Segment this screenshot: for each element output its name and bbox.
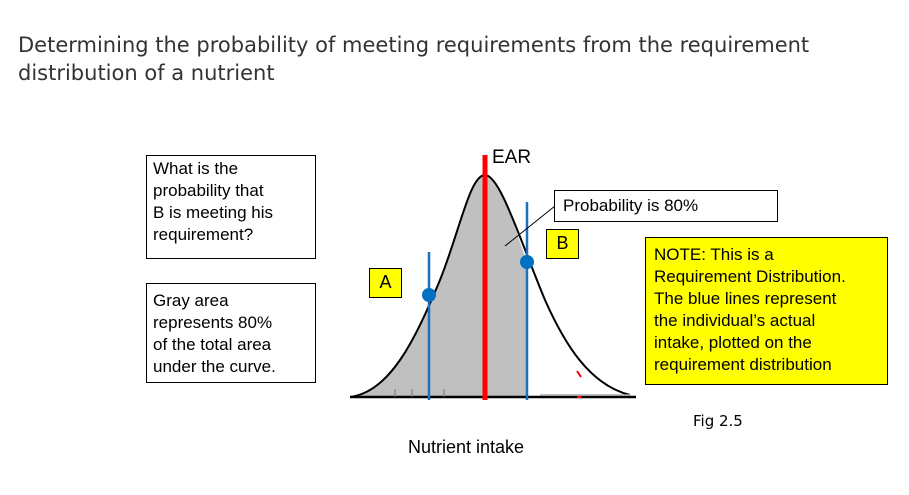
gray-area-line: represents 80% xyxy=(153,313,273,332)
label-a: A xyxy=(369,268,402,298)
question-box: What is the probability that B is meetin… xyxy=(146,155,316,259)
probability-text: Probability is 80% xyxy=(563,196,699,215)
tail-mark xyxy=(576,370,582,378)
title-line-1: Determining the probability of meeting r… xyxy=(18,33,810,57)
gray-area-line: Gray area xyxy=(153,291,229,310)
intake-marker-b xyxy=(520,255,534,269)
title-line-2: distribution of a nutrient xyxy=(18,61,275,85)
intake-marker-a xyxy=(422,288,436,302)
gray-area-box: Gray area represents 80% of the total ar… xyxy=(146,283,316,383)
question-line: B is meeting his xyxy=(153,203,273,222)
label-b: B xyxy=(546,229,579,259)
question-line: requirement? xyxy=(153,225,254,244)
figure-label: Fig 2.5 xyxy=(693,412,743,430)
x-axis-label: Nutrient intake xyxy=(408,437,525,457)
note-line: Requirement Distribution. xyxy=(654,267,846,286)
probability-leader-line xyxy=(504,205,556,247)
ear-label: EAR xyxy=(492,147,532,168)
note-line: intake, plotted on the xyxy=(654,333,812,352)
note-box: NOTE: This is a Requirement Distribution… xyxy=(645,237,888,385)
gray-area-line: of the total area xyxy=(153,335,272,354)
note-line: The blue lines represent xyxy=(654,289,837,308)
probability-box: Probability is 80% xyxy=(554,190,778,222)
page-title: Determining the probability of meeting r… xyxy=(18,31,878,87)
question-line: probability that xyxy=(153,181,264,200)
note-line: NOTE: This is a xyxy=(654,245,774,264)
question-line: What is the xyxy=(153,159,239,178)
gray-area-line: under the curve. xyxy=(153,357,276,376)
note-line: requirement distribution xyxy=(654,355,832,374)
note-line: the individual’s actual xyxy=(654,311,816,330)
